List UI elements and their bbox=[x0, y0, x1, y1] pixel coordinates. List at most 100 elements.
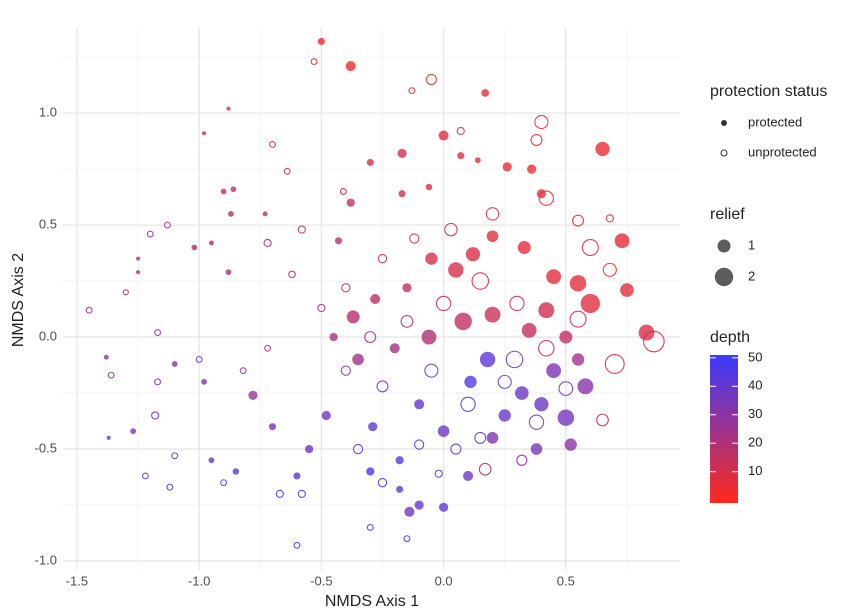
point bbox=[465, 247, 481, 262]
point bbox=[228, 210, 234, 217]
point bbox=[239, 367, 247, 375]
point bbox=[151, 411, 160, 420]
point bbox=[414, 439, 425, 450]
point bbox=[414, 399, 425, 410]
point bbox=[317, 303, 326, 313]
legend-label: 40 bbox=[748, 378, 762, 393]
point bbox=[497, 374, 512, 389]
point bbox=[558, 381, 574, 396]
y-tick-label: -0.5 bbox=[35, 440, 57, 455]
point bbox=[484, 306, 501, 323]
legend-label: 2 bbox=[748, 268, 755, 283]
point bbox=[528, 414, 545, 430]
point bbox=[421, 329, 437, 345]
legend-label: 1 bbox=[748, 237, 755, 252]
point bbox=[402, 283, 412, 293]
x-tick-label: -1.0 bbox=[188, 573, 210, 588]
point bbox=[620, 283, 634, 297]
point bbox=[220, 479, 228, 487]
legend-title: relief bbox=[710, 206, 745, 223]
point bbox=[577, 378, 594, 395]
point bbox=[317, 37, 325, 45]
point bbox=[509, 295, 525, 312]
point bbox=[366, 158, 374, 166]
point bbox=[171, 361, 178, 367]
legend-size-symbol bbox=[717, 239, 731, 253]
point bbox=[596, 413, 609, 427]
point bbox=[397, 148, 407, 159]
point bbox=[208, 240, 214, 246]
point bbox=[154, 329, 162, 337]
point bbox=[643, 330, 665, 353]
point bbox=[538, 340, 555, 357]
point bbox=[408, 87, 416, 95]
point bbox=[527, 164, 537, 174]
point bbox=[581, 238, 599, 256]
point bbox=[226, 106, 231, 111]
point bbox=[471, 272, 490, 290]
point bbox=[448, 262, 464, 278]
point bbox=[269, 141, 276, 148]
point bbox=[534, 397, 549, 412]
point bbox=[339, 188, 347, 195]
point bbox=[571, 353, 585, 366]
point bbox=[572, 214, 585, 227]
point bbox=[345, 61, 356, 72]
point bbox=[135, 270, 141, 275]
legend-label: 50 bbox=[748, 349, 762, 364]
point bbox=[107, 371, 115, 379]
legend-label: 10 bbox=[748, 463, 762, 478]
point bbox=[283, 167, 291, 175]
point bbox=[275, 489, 284, 498]
point bbox=[310, 58, 318, 66]
point bbox=[425, 252, 438, 265]
point bbox=[457, 152, 465, 160]
point bbox=[154, 378, 162, 386]
point bbox=[425, 183, 433, 191]
point bbox=[366, 523, 374, 531]
point bbox=[368, 422, 378, 432]
point bbox=[163, 221, 171, 229]
point bbox=[370, 293, 381, 305]
point bbox=[341, 283, 351, 293]
y-axis-title: NMDS Axis 2 bbox=[10, 253, 27, 347]
y-tick-label: 0.5 bbox=[39, 217, 57, 232]
point bbox=[559, 330, 573, 344]
legend-title: protection status bbox=[710, 83, 827, 100]
point bbox=[398, 190, 406, 198]
point bbox=[439, 502, 449, 512]
point bbox=[346, 198, 355, 207]
point bbox=[460, 396, 476, 412]
point bbox=[293, 472, 301, 480]
point bbox=[195, 356, 203, 363]
point bbox=[409, 233, 420, 244]
point bbox=[486, 230, 499, 243]
point bbox=[516, 454, 528, 466]
point bbox=[225, 269, 232, 276]
point bbox=[191, 244, 198, 251]
point bbox=[464, 375, 477, 389]
point bbox=[340, 365, 351, 376]
point bbox=[444, 222, 458, 237]
point bbox=[602, 262, 617, 277]
point bbox=[479, 351, 496, 368]
point bbox=[130, 428, 137, 435]
point bbox=[546, 363, 562, 379]
point bbox=[268, 423, 277, 431]
point bbox=[230, 186, 237, 193]
point bbox=[481, 89, 490, 97]
point bbox=[403, 535, 411, 543]
point bbox=[605, 214, 614, 223]
legend-symbol bbox=[720, 149, 728, 157]
point bbox=[595, 141, 610, 157]
point bbox=[321, 410, 331, 421]
point bbox=[404, 506, 415, 517]
point bbox=[297, 225, 306, 234]
point bbox=[352, 443, 364, 455]
point bbox=[569, 275, 587, 292]
point bbox=[437, 425, 450, 437]
point bbox=[141, 472, 149, 480]
point bbox=[498, 409, 511, 422]
point bbox=[486, 432, 499, 444]
point bbox=[171, 452, 179, 460]
